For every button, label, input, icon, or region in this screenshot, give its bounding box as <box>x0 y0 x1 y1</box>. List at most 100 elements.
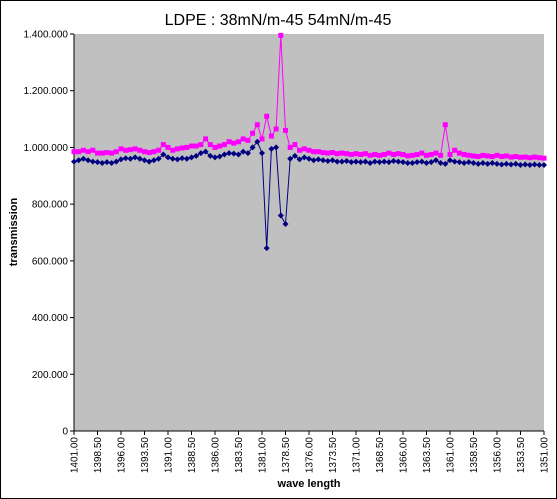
data-point <box>503 153 509 159</box>
data-point <box>358 152 364 158</box>
data-point <box>259 136 265 142</box>
data-point <box>179 145 185 151</box>
data-point <box>385 159 392 166</box>
data-point <box>193 143 199 149</box>
data-point <box>156 147 162 153</box>
data-point <box>249 144 256 151</box>
data-point <box>113 149 119 155</box>
data-point <box>287 155 294 162</box>
y-tick-label: 400.000 <box>32 313 69 324</box>
data-point <box>203 136 209 142</box>
data-point <box>137 147 143 153</box>
data-point <box>447 157 453 164</box>
data-point <box>526 162 533 169</box>
data-point <box>465 159 472 166</box>
data-point <box>503 160 510 167</box>
x-ticks: 1401.00 1398.50 1396.00 1393.50 1391.00 1388.… <box>70 431 551 473</box>
y-tick-label: 600.000 <box>32 256 69 267</box>
data-point <box>207 152 214 159</box>
data-point <box>461 160 468 167</box>
data-point <box>315 149 321 155</box>
data-point <box>188 154 195 161</box>
data-point <box>447 152 453 158</box>
data-point <box>512 160 519 167</box>
x-tick-label: 1383.50 <box>234 437 245 474</box>
data-point <box>489 154 495 160</box>
data-point <box>146 158 153 165</box>
data-point <box>479 160 486 167</box>
data-point <box>522 161 529 168</box>
data-point <box>113 158 120 165</box>
data-point <box>250 130 256 136</box>
data-point <box>348 159 355 166</box>
data-point <box>142 149 147 155</box>
data-point <box>386 150 392 156</box>
data-point <box>76 149 82 155</box>
x-axis-label: wave length <box>277 478 341 490</box>
data-point <box>136 155 143 162</box>
data-point <box>376 159 383 166</box>
data-point <box>108 160 115 167</box>
data-point <box>334 158 341 165</box>
x-tick-label: 1361.00 <box>446 437 457 474</box>
data-point <box>372 152 378 158</box>
data-point <box>296 156 303 163</box>
data-point <box>475 160 482 167</box>
x-tick-label: 1363.50 <box>422 437 433 474</box>
data-point <box>419 150 425 156</box>
y-axis-label: transmission <box>8 197 20 266</box>
data-point <box>310 157 317 164</box>
data-point <box>498 161 505 168</box>
data-point <box>400 159 406 166</box>
y-tick-label: 800.000 <box>32 200 69 211</box>
data-point <box>442 160 449 167</box>
data-point <box>409 152 415 158</box>
data-point <box>499 154 505 160</box>
data-point <box>531 161 538 168</box>
data-point <box>287 144 293 150</box>
data-point <box>236 139 241 145</box>
data-point <box>437 160 444 167</box>
data-point <box>291 152 298 159</box>
y-tick-label: 200.000 <box>32 370 69 381</box>
y-tick-label: 0 <box>62 427 68 438</box>
data-point <box>311 149 317 155</box>
data-point <box>179 155 186 162</box>
data-point <box>184 144 190 150</box>
data-point <box>240 136 246 142</box>
data-point <box>146 150 152 156</box>
series-2 <box>71 32 547 161</box>
data-point <box>536 162 543 169</box>
data-point <box>217 143 223 149</box>
x-tick-label: 1358.50 <box>469 437 480 474</box>
data-point <box>461 152 467 158</box>
data-point <box>348 152 354 158</box>
data-point <box>85 149 91 155</box>
data-point <box>433 150 439 156</box>
data-point <box>174 146 180 152</box>
x-tick-label: 1376.00 <box>305 437 316 474</box>
data-point <box>85 157 92 164</box>
data-point <box>94 159 101 166</box>
data-point <box>207 142 213 148</box>
data-point <box>151 149 157 155</box>
data-point <box>193 152 200 159</box>
data-point <box>254 122 260 128</box>
data-point <box>494 160 500 167</box>
data-point <box>75 157 82 164</box>
data-point <box>409 160 416 167</box>
data-point <box>71 149 77 155</box>
x-tick-label: 1366.00 <box>399 437 410 474</box>
data-point <box>244 150 251 157</box>
data-point <box>428 152 434 158</box>
data-point <box>263 245 270 252</box>
data-point <box>339 150 345 156</box>
data-point <box>155 155 162 162</box>
data-point <box>226 150 233 157</box>
data-point <box>475 154 481 160</box>
data-point <box>202 148 209 155</box>
x-tick-label: 1401.00 <box>70 437 81 474</box>
data-point <box>541 155 547 161</box>
data-point <box>353 158 359 165</box>
